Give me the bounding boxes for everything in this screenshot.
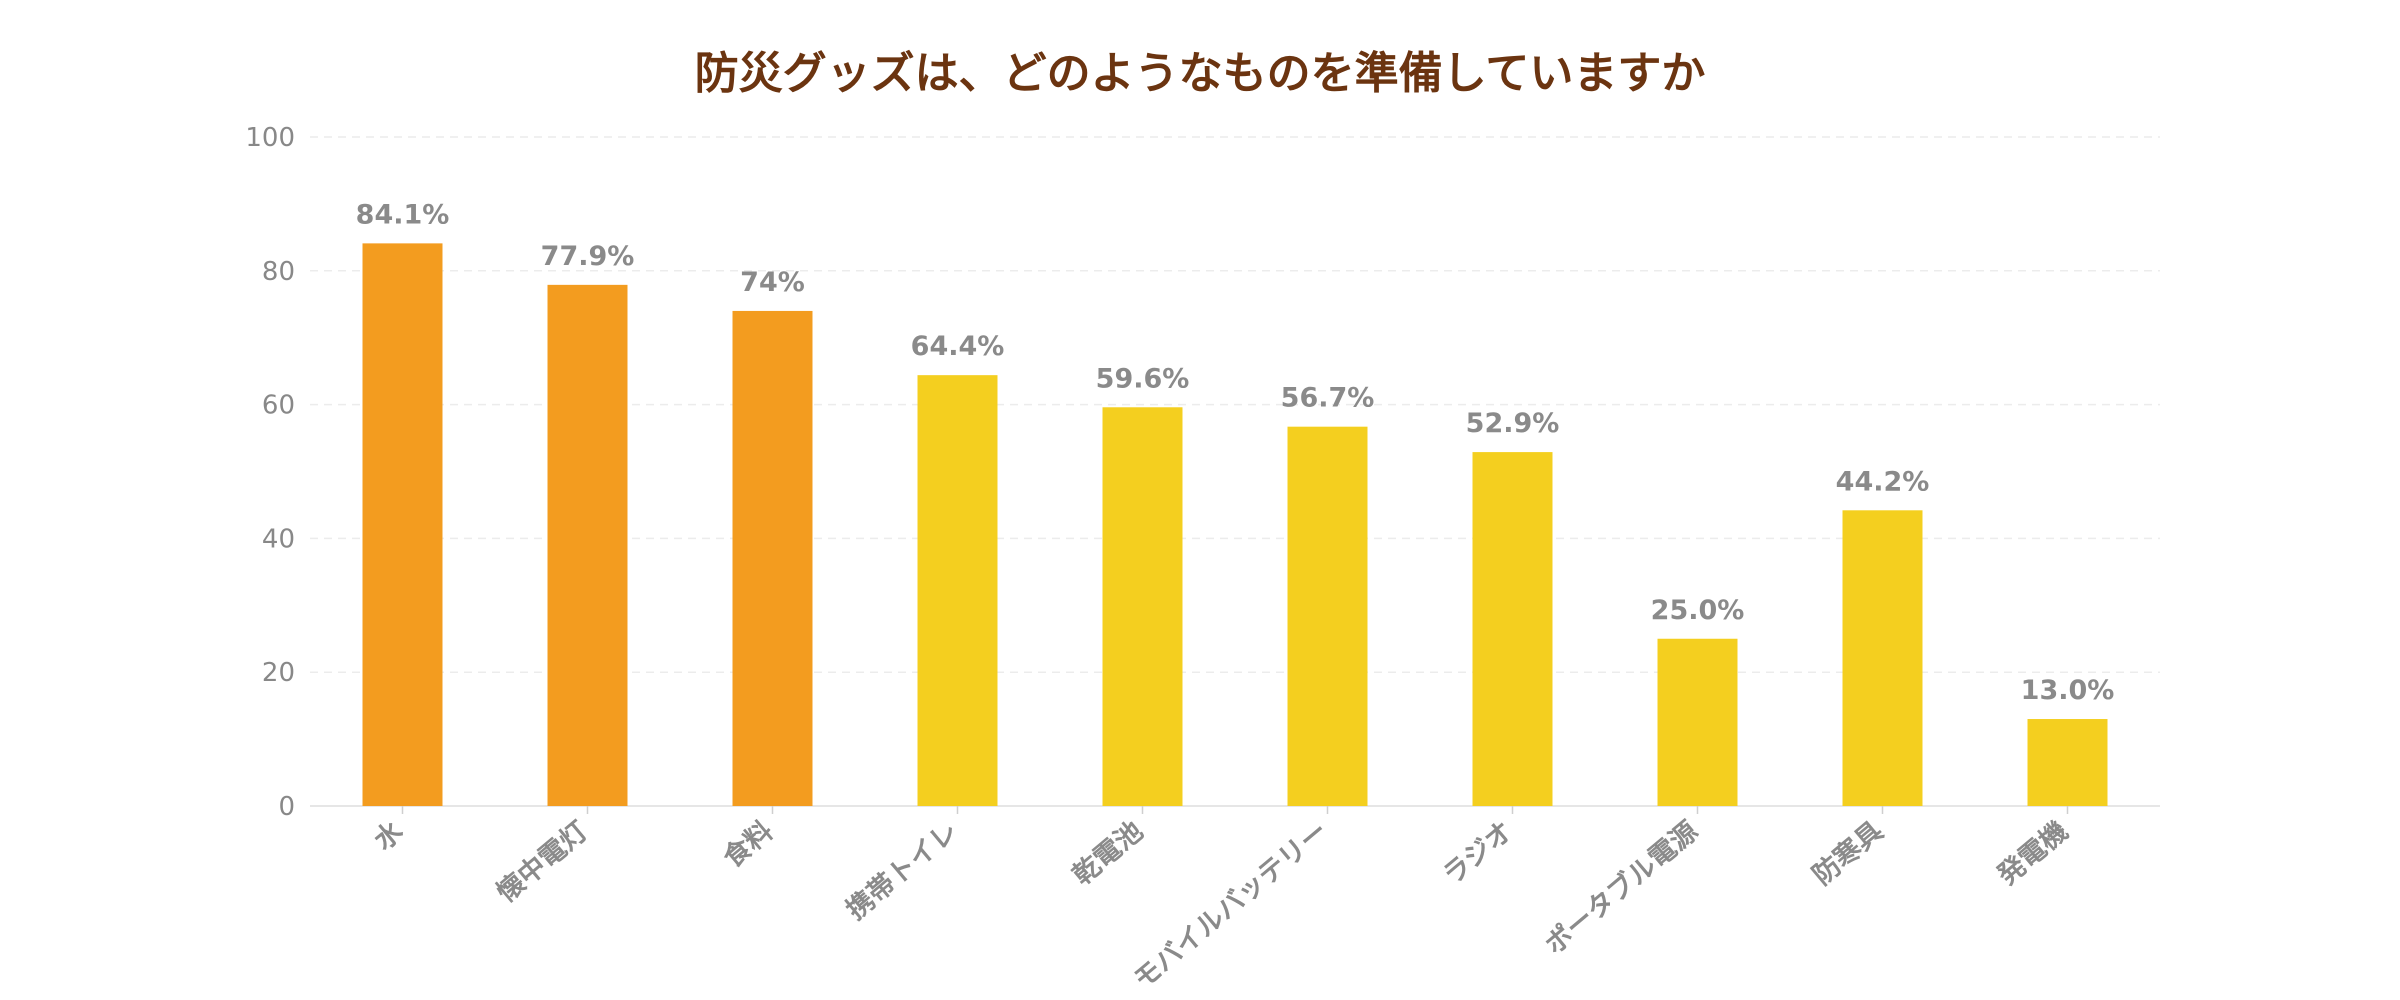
y-tick-label: 80 (262, 257, 295, 287)
data-label: 52.9% (1466, 408, 1560, 439)
bar (547, 284, 628, 806)
y-tick-label: 20 (262, 658, 295, 688)
bars (362, 243, 2108, 807)
x-tick-label: 食料 (717, 815, 779, 874)
bar (1657, 638, 1738, 806)
data-label: 13.0% (2021, 675, 2115, 706)
y-tick-label: 0 (278, 792, 295, 822)
y-tick-label: 60 (262, 391, 295, 421)
bar (1842, 510, 1923, 806)
x-tick-label: モバイルバッテリー (1128, 816, 1334, 996)
x-tick-label: 発電機 (1991, 816, 2074, 892)
data-label: 64.4% (911, 331, 1005, 362)
data-labels: 84.1% 77.9% 74% 64.4% 59.6% 56.7% 52.9% 25.0% 44… (356, 199, 2115, 706)
x-tick-label: 乾電池 (1067, 816, 1149, 892)
x-tick-label: 水 (368, 815, 409, 857)
data-label: 84.1% (356, 199, 450, 230)
data-label: 44.2% (1836, 466, 1930, 497)
bar (917, 375, 998, 806)
bar (362, 243, 443, 807)
bar (1102, 407, 1183, 806)
bar (1472, 452, 1553, 806)
bar (732, 310, 813, 806)
bar (2027, 719, 2108, 806)
data-label: 74% (740, 267, 805, 298)
x-tick-label: ラジオ (1437, 816, 1519, 891)
data-label: 59.6% (1096, 363, 1190, 394)
x-tick-label: 懐中電灯 (491, 816, 594, 909)
x-tick-label: ポータブル電源 (1539, 815, 1704, 961)
y-tick-label: 100 (245, 123, 295, 153)
x-tick-label: 携帯トイレ (840, 815, 964, 926)
bar (1287, 426, 1368, 806)
data-label: 77.9% (541, 241, 635, 272)
data-label: 56.7% (1281, 383, 1375, 414)
data-label: 25.0% (1651, 595, 1745, 626)
y-tick-label: 40 (262, 524, 295, 554)
y-axis: 0 20 40 60 80 100 (245, 123, 295, 822)
chart-title: 防災グッズは、どのようなものを準備していますか (695, 48, 1706, 99)
x-tick-label: 防寒具 (1806, 815, 1889, 892)
